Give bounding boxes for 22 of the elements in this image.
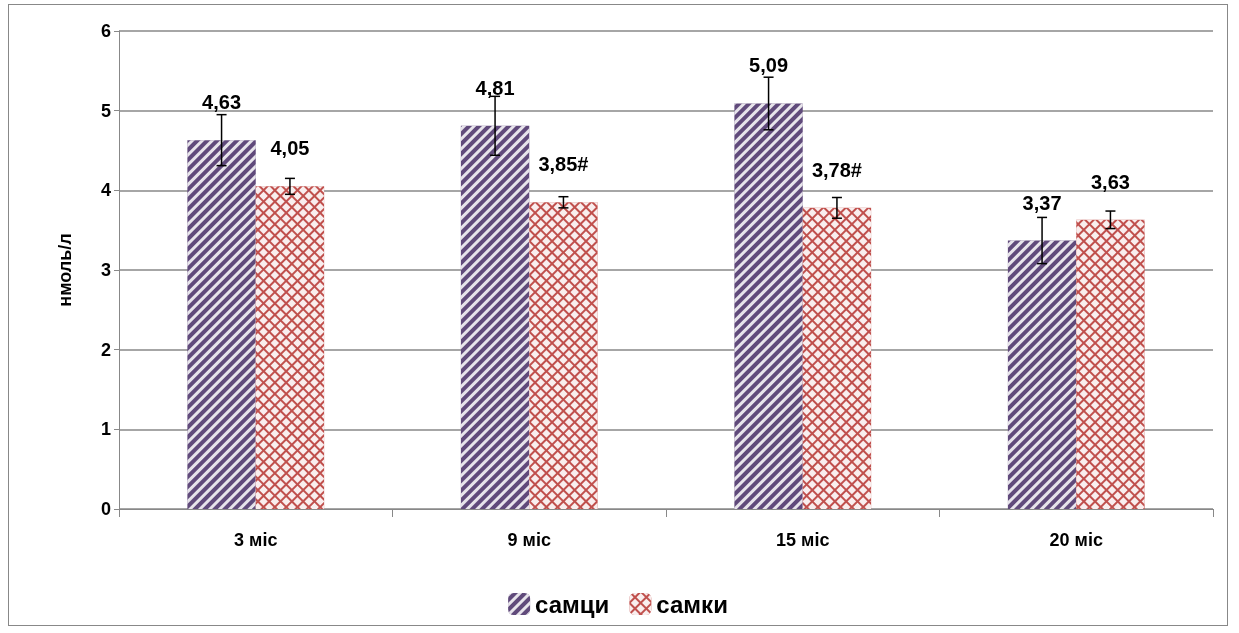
x-tick-label: 9 міс [507,530,551,550]
y-tick-label: 6 [100,21,111,41]
legend-label: самки [656,590,728,618]
data-label: 4,05 [270,137,310,160]
y-tick-label: 0 [100,499,111,519]
data-label: 3,37 [1022,191,1062,214]
x-tick-label: 3 міс [234,530,278,550]
x-tick-label: 20 міс [1049,530,1103,550]
y-tick-label: 2 [100,339,111,360]
data-label: 3,85# [538,153,589,176]
y-axis-title: нмоль/л [55,233,75,307]
legend-label: самци [535,590,610,618]
data-label: 4,81 [475,76,515,99]
data-label: 4,63 [202,91,242,114]
y-tick-label: 4 [100,180,111,201]
data-label: 3,78# [811,158,862,181]
y-tick-label: 3 [100,260,111,280]
y-tick-label: 1 [100,419,111,440]
y-tick-label: 5 [100,100,111,121]
data-label: 5,09 [749,54,789,77]
data-label: 3,63 [1090,170,1130,193]
x-tick-label: 15 міс [776,530,830,550]
